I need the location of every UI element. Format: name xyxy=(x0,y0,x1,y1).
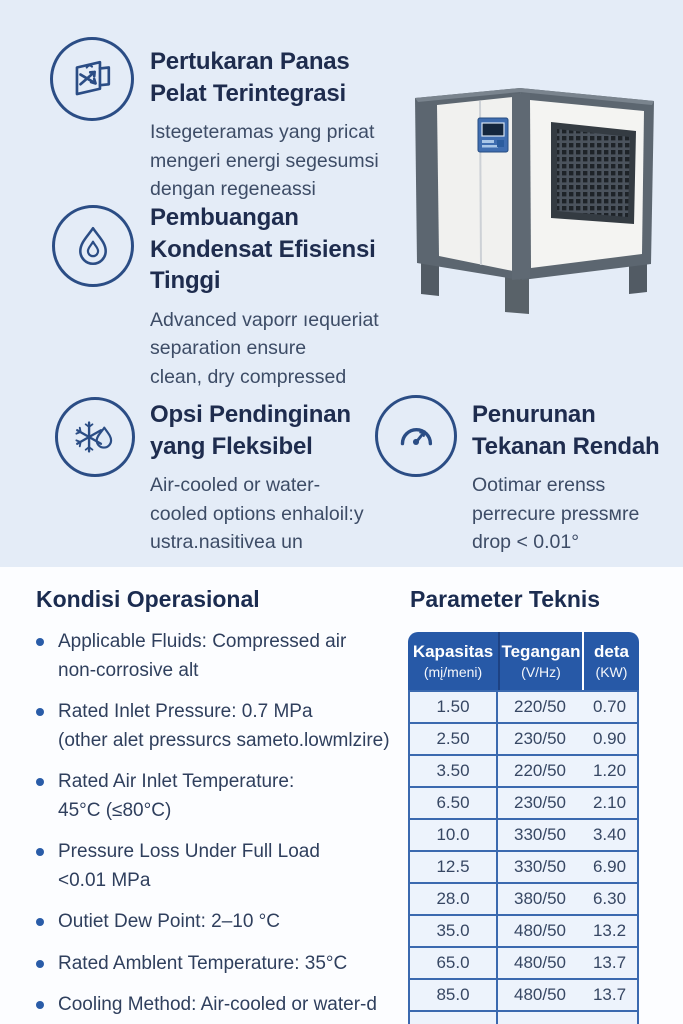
cell: 480/50 xyxy=(514,985,566,1004)
list-item-text: Rated Amblent Temperature: 35°C xyxy=(58,952,348,974)
cell: 2.50 xyxy=(410,724,498,754)
cell: 230/50 xyxy=(514,793,566,812)
list-item: Rated Inlet Pressure: 0.7 MPa (other ale… xyxy=(36,698,401,755)
table-row: 2.50 230/50 0.90 xyxy=(410,724,637,756)
header-cell-capacity: Kapasitas (mį/meni) xyxy=(408,632,498,690)
header-cell-power: deta (KW) xyxy=(582,632,639,690)
list-item-text: Applicable Fluids: Compressed air non-co… xyxy=(58,631,347,681)
feature-title: Pembuangan Kondensat Efisiensi Tinggi xyxy=(150,204,376,295)
cell: 13.7 xyxy=(592,985,627,1004)
table-row: 1.50 220/50 0.70 xyxy=(410,692,637,724)
bullet-icon xyxy=(36,1001,44,1009)
feature-condensate: Pembuangan Kondensat Efisiensi Tinggi Ad… xyxy=(150,202,470,391)
cell: 0.70 xyxy=(592,697,627,716)
bullet-icon xyxy=(36,959,44,968)
column-unit: (KW) xyxy=(595,663,628,680)
cell: 220/50 xyxy=(514,697,566,716)
cell: 13.7 xyxy=(592,953,627,972)
column-label: Tegangan xyxy=(501,642,581,662)
cell: 85.0 xyxy=(410,980,498,1010)
bullet-icon xyxy=(36,918,44,926)
cell: 6.50 xyxy=(410,788,498,818)
list-item-text: Rated Air Inlet Temperature: 45°C (≤80°C… xyxy=(58,771,295,821)
pressure-gauge-icon xyxy=(375,395,457,477)
table-row: 6.50 230/50 2.10 xyxy=(410,788,637,820)
list-item-text: Rated Inlet Pressure: 0.7 MPa (other ale… xyxy=(58,701,390,751)
table-row: 35.0 480/50 13.2 xyxy=(410,916,637,948)
cell: 480/50 xyxy=(514,921,566,940)
cell: 65.0 xyxy=(410,948,498,978)
cell: 330/50 xyxy=(514,825,566,844)
feature-body: Air-cooled or water- cooled options enha… xyxy=(150,474,364,553)
table-row: 10.0 330/50 3.40 xyxy=(410,820,637,852)
feature-title: Penurunan Tekanan Rendah xyxy=(472,401,660,460)
list-item: Rated Air Inlet Temperature: 45°C (≤80°C… xyxy=(36,768,401,825)
cell: 6.90 xyxy=(592,857,627,876)
list-item-text: Outiet Dew Point: 2–10 °C xyxy=(58,911,280,932)
table-row: 65.0 480/50 13.7 xyxy=(410,948,637,980)
list-item: Cooling Method: Air-cooled or water-d xyxy=(36,991,401,1020)
cell: 230/50 xyxy=(514,729,566,748)
cell: 13.2 xyxy=(592,921,627,940)
feature-cooling-options: Opsi Pendinginan yang Fleksibel Air-cool… xyxy=(150,399,420,556)
feature-body: Advanced vaporr ıequeriat separation ens… xyxy=(150,309,379,388)
cell: 3.50 xyxy=(410,756,498,786)
cell: 220/50 xyxy=(514,761,566,780)
feature-title: Opsi Pendinginan yang Fleksibel xyxy=(150,401,351,460)
feature-pressure-drop: Penurunan Tekanan Rendah Ootimar erenss … xyxy=(472,399,683,556)
table-header: Kapasitas (mį/meni) Tegangan (V/Hz) deta… xyxy=(408,632,639,690)
feature-heat-exchange: Pertukaran Panas Pelat Terintegrasi Iste… xyxy=(150,46,450,203)
list-item: Rated Amblent Temperature: 35°C xyxy=(36,950,401,979)
cell: 1.20 xyxy=(592,761,627,780)
column-label: deta xyxy=(594,642,629,662)
bullet-icon xyxy=(36,848,44,856)
operational-list: Applicable Fluids: Compressed air non-co… xyxy=(36,628,401,1020)
feature-body: Istegeteramas yang pricat mengeri energi… xyxy=(150,121,379,200)
operational-heading: Kondisi Operasional xyxy=(36,586,260,612)
cell: 380/50 xyxy=(514,889,566,908)
table-row: 85.0 480/50 13.7 xyxy=(410,980,637,1012)
column-unit: (mį/meni) xyxy=(423,663,483,680)
table-row: 28.0 380/50 6.30 xyxy=(410,884,637,916)
cell: 12.5 xyxy=(410,852,498,882)
table-body: 1.50 220/50 0.70 2.50 230/50 0.90 3.50 2… xyxy=(408,690,639,1024)
list-item: Pressure Loss Under Full Load <0.01 MPa xyxy=(36,838,401,895)
table-row: 3.50 220/50 1.20 xyxy=(410,756,637,788)
cell: 2.10 xyxy=(592,793,627,812)
cell xyxy=(582,1012,637,1024)
feature-title: Pertukaran Panas Pelat Terintegrasi xyxy=(150,48,350,107)
plate-heat-exchanger-icon xyxy=(50,37,134,121)
technical-heading: Parameter Teknis xyxy=(410,586,601,612)
list-item-text: Cooling Method: Air-cooled or water-d xyxy=(58,994,377,1015)
cell: 0.90 xyxy=(592,729,627,748)
cell: 10.0 xyxy=(410,820,498,850)
snowflake-droplet-icon xyxy=(55,397,135,477)
table-row-partial xyxy=(410,1012,637,1024)
cell: 6.30 xyxy=(592,889,627,908)
list-item: Outiet Dew Point: 2–10 °C xyxy=(36,908,401,937)
cell: 1.50 xyxy=(410,692,498,722)
list-item-text: Pressure Loss Under Full Load <0.01 MPa xyxy=(58,841,320,891)
product-illustration xyxy=(393,58,683,335)
cell: 28.0 xyxy=(410,884,498,914)
bullet-icon xyxy=(36,778,44,786)
table-row: 12.5 330/50 6.90 xyxy=(410,852,637,884)
cell xyxy=(498,1012,582,1024)
cell: 3.40 xyxy=(592,825,627,844)
spec-table: Kapasitas (mį/meni) Tegangan (V/Hz) deta… xyxy=(408,632,639,1024)
cell: 330/50 xyxy=(514,857,566,876)
bullet-icon xyxy=(36,638,44,646)
column-label: Kapasitas xyxy=(412,642,494,662)
header-cell-voltage: Tegangan (V/Hz) xyxy=(498,632,582,690)
cell: 480/50 xyxy=(514,953,566,972)
list-item: Applicable Fluids: Compressed air non-co… xyxy=(36,628,401,685)
column-unit: (V/Hz) xyxy=(521,663,561,680)
cell: 35.0 xyxy=(410,916,498,946)
feature-body: Ootimar erenss perrecure pressмre drop <… xyxy=(472,474,640,553)
water-droplet-icon xyxy=(52,205,134,287)
cell xyxy=(410,1012,498,1024)
bullet-icon xyxy=(36,708,44,716)
